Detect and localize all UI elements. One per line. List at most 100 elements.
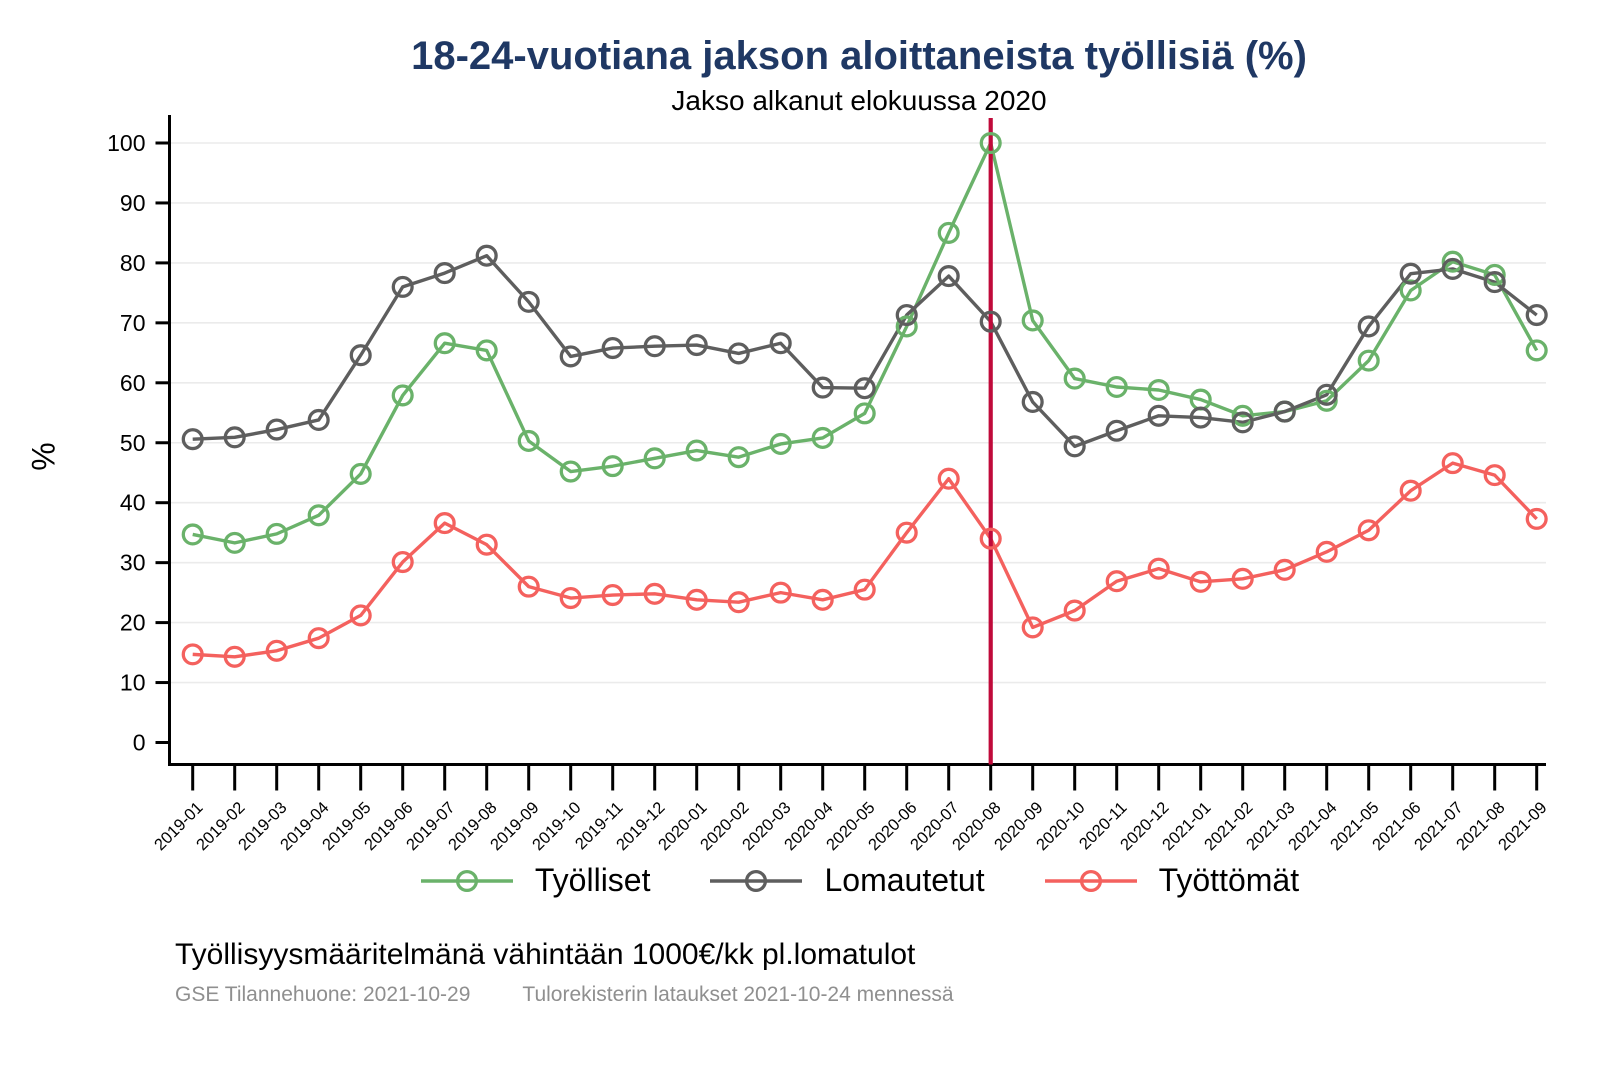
data-point <box>433 332 456 355</box>
y-tick-label: 90 <box>120 190 146 216</box>
data-point <box>1189 570 1212 593</box>
footnotes: GSE Tilannehuone: 2021-10-29 Tulorekister… <box>175 983 1006 1007</box>
data-point <box>517 429 540 453</box>
data-point <box>1105 375 1128 399</box>
data-point <box>1357 349 1380 372</box>
data-point <box>601 336 624 360</box>
data-point <box>1525 507 1548 530</box>
data-point <box>181 643 204 666</box>
data-point <box>517 575 540 598</box>
data-point <box>1147 378 1170 402</box>
data-point <box>601 455 624 478</box>
data-point <box>1399 479 1422 502</box>
footnote-data-date: Tulorekisterin lataukset 2021-10-24 menn… <box>522 983 954 1006</box>
data-point <box>1147 557 1170 580</box>
data-point <box>1315 383 1338 406</box>
data-point <box>937 221 960 244</box>
data-point <box>1189 406 1212 429</box>
x-axis-ticks: 2019-012019-022019-032019-042019-052019-… <box>151 764 1551 852</box>
data-point <box>181 523 204 546</box>
data-point <box>643 335 666 358</box>
data-point <box>769 332 792 355</box>
data-point <box>685 439 708 462</box>
data-point <box>475 533 498 556</box>
data-point <box>1021 616 1044 639</box>
data-point <box>601 583 624 607</box>
data-point <box>1231 567 1254 590</box>
data-point <box>1357 315 1380 338</box>
data-point <box>979 310 1002 333</box>
legend-marker-icon <box>1044 869 1137 892</box>
data-point <box>1441 250 1464 273</box>
data-point <box>349 344 372 367</box>
legend-item-2: Työttömät <box>1043 862 1299 899</box>
data-point <box>391 551 414 574</box>
data-point <box>769 432 792 455</box>
data-point <box>643 447 666 470</box>
y-tick-label: 60 <box>120 370 146 396</box>
data-point <box>349 604 372 627</box>
y-tick-label: 70 <box>120 310 146 336</box>
data-point <box>811 588 834 611</box>
y-tick-label: 100 <box>107 130 145 156</box>
data-point <box>1231 404 1254 427</box>
series-markers-0 <box>181 131 1548 554</box>
data-point <box>685 333 708 357</box>
data-point <box>853 402 876 425</box>
data-point <box>1021 309 1044 332</box>
data-point <box>475 244 498 267</box>
data-point <box>1315 540 1338 563</box>
data-point <box>1273 558 1296 581</box>
data-point <box>643 582 666 605</box>
y-axis-ticks: 0 10 20 30 40 50 60 70 80 90 100 <box>107 130 170 756</box>
legend-marker-icon <box>710 869 803 892</box>
footnote-source: GSE Tilannehuone: 2021-10-29 <box>175 983 471 1006</box>
data-point <box>895 304 918 327</box>
data-point <box>769 581 792 604</box>
chart-header: 18-24-vuotiana jakson aloittaneista työl… <box>170 0 1548 117</box>
data-point <box>559 460 582 483</box>
data-point <box>853 578 876 601</box>
line-chart: 0 10 20 30 40 50 60 70 80 90 100 2019-012019-022019… <box>107 115 1551 852</box>
data-point <box>1147 404 1170 427</box>
data-point <box>1483 271 1506 294</box>
y-tick-label: 40 <box>120 490 146 516</box>
data-point <box>265 522 288 545</box>
data-point <box>517 290 540 313</box>
data-point <box>979 527 1002 550</box>
legend-item-0: Työlliset <box>419 862 651 899</box>
series-line-1 <box>192 254 1538 449</box>
data-point <box>1525 304 1548 327</box>
y-tick-label: 20 <box>120 610 146 636</box>
data-point <box>979 131 1002 155</box>
data-point <box>811 376 834 399</box>
data-point <box>559 586 582 610</box>
data-point <box>1441 452 1464 475</box>
data-point <box>433 262 456 285</box>
axes <box>168 115 1546 766</box>
y-tick-label: 30 <box>120 550 146 576</box>
data-point <box>727 342 750 365</box>
data-point <box>1315 389 1338 412</box>
data-point <box>349 462 372 485</box>
data-point <box>1525 339 1548 362</box>
legend-marker-icon <box>420 869 513 892</box>
data-point <box>727 446 750 469</box>
data-point <box>853 377 876 400</box>
data-point <box>1105 570 1128 593</box>
legend-label-0: Työlliset <box>534 862 651 898</box>
y-tick-label: 0 <box>133 730 146 756</box>
data-point <box>1357 519 1380 542</box>
data-point <box>1105 419 1128 442</box>
data-point <box>223 426 246 449</box>
series-markers-2 <box>181 452 1548 668</box>
data-point <box>307 627 330 650</box>
data-point <box>937 265 960 288</box>
data-point <box>391 275 414 298</box>
data-point <box>307 504 330 527</box>
y-tick-label: 10 <box>120 670 146 696</box>
gridlines <box>169 142 1546 684</box>
data-point <box>685 588 708 611</box>
data-point <box>181 428 204 451</box>
data-point <box>475 339 498 362</box>
